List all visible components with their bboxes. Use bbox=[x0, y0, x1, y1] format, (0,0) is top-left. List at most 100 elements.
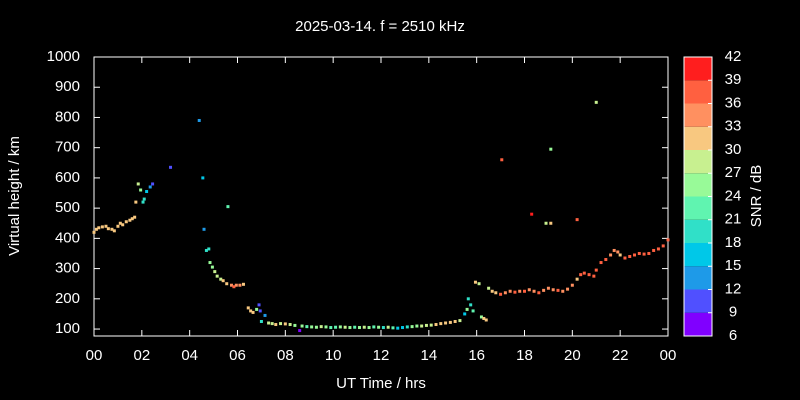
data-point bbox=[246, 306, 250, 310]
data-point bbox=[136, 182, 140, 186]
data-point bbox=[92, 230, 96, 234]
y-tick-label: 500 bbox=[55, 199, 80, 216]
x-tick-label: 00 bbox=[86, 347, 103, 364]
data-point bbox=[420, 324, 424, 328]
data-point bbox=[202, 227, 206, 231]
data-point bbox=[513, 290, 517, 294]
data-point bbox=[637, 251, 641, 255]
data-point bbox=[112, 229, 116, 233]
colorbar-band bbox=[684, 243, 712, 267]
x-tick-label: 08 bbox=[277, 347, 294, 364]
y-tick-label: 200 bbox=[55, 290, 80, 307]
data-point bbox=[314, 325, 318, 329]
colorbar-band bbox=[684, 57, 712, 81]
data-point bbox=[145, 190, 149, 194]
y-tick-label: 700 bbox=[55, 139, 80, 156]
data-point bbox=[133, 215, 137, 219]
data-point bbox=[537, 291, 541, 295]
data-point bbox=[255, 307, 259, 311]
data-point bbox=[487, 286, 491, 290]
data-point bbox=[207, 247, 211, 251]
y-tick-label: 900 bbox=[55, 78, 80, 95]
data-point bbox=[465, 307, 469, 311]
data-point bbox=[482, 316, 486, 320]
colorbar-tick-label: 12 bbox=[725, 280, 742, 297]
x-tick-label: 12 bbox=[373, 347, 390, 364]
colorbar-band bbox=[684, 126, 712, 150]
data-point bbox=[348, 326, 352, 330]
colorbar-band bbox=[684, 80, 712, 104]
y-tick-label: 800 bbox=[55, 108, 80, 125]
data-point bbox=[367, 326, 371, 330]
data-point bbox=[121, 223, 125, 227]
data-point bbox=[477, 282, 481, 286]
data-point bbox=[110, 227, 114, 231]
colorbar-tick-label: 6 bbox=[729, 327, 737, 344]
data-point bbox=[130, 217, 134, 221]
data-point bbox=[652, 248, 656, 252]
data-point bbox=[293, 323, 297, 327]
data-point bbox=[391, 326, 395, 330]
data-point bbox=[453, 319, 457, 323]
data-point bbox=[283, 322, 287, 326]
data-point bbox=[201, 176, 205, 180]
data-point bbox=[575, 277, 579, 281]
x-tick-label: 10 bbox=[325, 347, 342, 364]
data-point bbox=[444, 321, 448, 325]
data-point bbox=[494, 291, 498, 295]
data-point bbox=[544, 221, 548, 225]
colorbar-tick-label: 24 bbox=[725, 187, 742, 204]
data-point bbox=[381, 326, 385, 330]
data-point bbox=[324, 325, 328, 329]
data-point bbox=[305, 325, 309, 329]
data-point bbox=[259, 319, 263, 323]
colorbar-label: SNR / dB bbox=[748, 165, 765, 228]
data-point bbox=[151, 182, 155, 186]
data-point bbox=[226, 205, 230, 209]
data-point bbox=[642, 252, 646, 256]
data-point bbox=[463, 312, 467, 316]
data-point bbox=[274, 323, 278, 327]
data-point bbox=[353, 325, 357, 329]
data-point bbox=[561, 289, 565, 293]
data-point bbox=[549, 221, 553, 225]
data-point bbox=[263, 313, 267, 317]
colorbar-tick-label: 21 bbox=[725, 211, 742, 228]
data-point bbox=[300, 324, 304, 328]
data-point bbox=[141, 200, 145, 204]
x-tick-label: 14 bbox=[420, 347, 437, 364]
data-point bbox=[575, 218, 579, 222]
data-point bbox=[410, 325, 414, 329]
data-point bbox=[197, 118, 201, 122]
data-point bbox=[334, 325, 338, 329]
data-point bbox=[270, 322, 274, 326]
data-point bbox=[415, 324, 419, 328]
data-point bbox=[542, 288, 546, 292]
data-point bbox=[338, 325, 342, 329]
data-point bbox=[466, 297, 470, 301]
data-point bbox=[405, 325, 409, 329]
data-point bbox=[473, 280, 477, 284]
data-point bbox=[169, 165, 173, 169]
data-point bbox=[471, 309, 475, 313]
data-point bbox=[288, 323, 292, 327]
y-tick-label: 400 bbox=[55, 229, 80, 246]
data-point bbox=[551, 288, 555, 292]
x-tick-label: 02 bbox=[133, 347, 150, 364]
colorbar-tick-label: 18 bbox=[725, 234, 742, 251]
y-tick-label: 300 bbox=[55, 260, 80, 277]
colorbar-band bbox=[684, 289, 712, 313]
data-point bbox=[530, 212, 534, 216]
data-point bbox=[599, 261, 603, 265]
data-point bbox=[594, 268, 598, 272]
colorbar-band bbox=[684, 150, 712, 174]
colorbar-band bbox=[684, 196, 712, 220]
data-point bbox=[666, 238, 670, 242]
data-point bbox=[118, 221, 122, 225]
data-point bbox=[518, 289, 522, 293]
data-point bbox=[116, 224, 120, 228]
x-tick-label: 16 bbox=[468, 347, 485, 364]
data-point bbox=[221, 279, 225, 283]
data-point bbox=[623, 256, 627, 260]
data-point bbox=[386, 325, 390, 329]
